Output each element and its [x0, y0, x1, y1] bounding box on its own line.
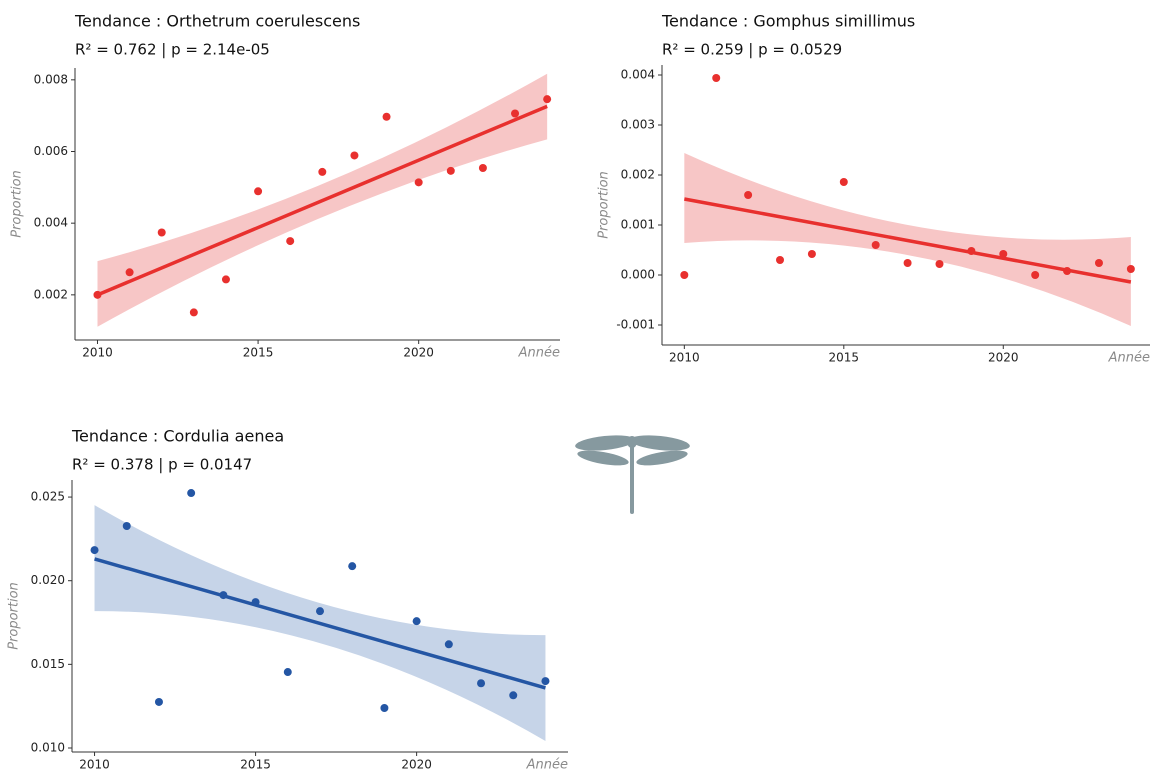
point — [221, 275, 230, 284]
point — [187, 489, 196, 498]
x-tick-label: 2015 — [829, 351, 860, 365]
point — [122, 522, 131, 531]
x-tick-label: 2020 — [988, 351, 1019, 365]
point — [93, 290, 102, 299]
point — [1126, 265, 1135, 273]
x-tick-label: 2015 — [240, 758, 271, 772]
trend-line — [94, 557, 546, 690]
point — [157, 228, 166, 237]
x-tick-label: 2010 — [79, 758, 110, 772]
x-tick-label: 2010 — [669, 351, 700, 365]
point — [541, 677, 550, 686]
chart-subtitle: R² = 0.762 | p = 2.14e-05 — [75, 41, 270, 59]
point — [776, 256, 785, 264]
point — [871, 241, 880, 249]
point — [1031, 271, 1040, 279]
point — [382, 112, 391, 121]
x-tick-label: 2020 — [401, 758, 432, 772]
point — [807, 250, 816, 258]
y-tick-label: -0.001 — [616, 318, 655, 332]
point — [283, 668, 292, 677]
x-axis-label: Année — [1108, 351, 1150, 366]
chart-title: Tendance : Cordulia aenea — [71, 427, 284, 446]
y-axis-label: Proportion — [597, 171, 612, 239]
x-tick-label: 2010 — [82, 346, 113, 360]
point — [318, 167, 327, 176]
y-tick-label: 0.025 — [31, 490, 65, 504]
x-tick-label: 2015 — [243, 346, 274, 360]
point — [154, 697, 163, 706]
point — [380, 704, 389, 713]
point — [316, 607, 324, 616]
point — [251, 598, 260, 607]
chart-title: Tendance : Orthetrum coerulescens — [74, 12, 360, 31]
point — [446, 166, 455, 175]
y-tick-label: 0.010 — [31, 740, 65, 754]
point — [414, 178, 423, 187]
point — [680, 271, 689, 279]
point — [999, 250, 1008, 258]
point — [712, 74, 721, 82]
point — [839, 178, 848, 186]
chart-subtitle: R² = 0.259 | p = 0.0529 — [662, 41, 842, 59]
point — [189, 308, 198, 317]
point — [1094, 259, 1103, 267]
point — [511, 109, 520, 118]
chart-subtitle: R² = 0.378 | p = 0.0147 — [72, 456, 252, 474]
y-axis-label: Proportion — [7, 582, 22, 650]
point — [543, 95, 552, 104]
point — [412, 617, 421, 626]
point — [219, 591, 228, 600]
y-tick-label: 0.002 — [621, 168, 655, 182]
point — [444, 640, 453, 649]
y-tick-label: 0.015 — [31, 657, 65, 671]
point — [348, 562, 357, 571]
y-tick-label: 0.003 — [621, 118, 655, 132]
y-tick-label: 0.004 — [621, 68, 655, 82]
trend-line — [684, 197, 1132, 284]
point — [350, 151, 359, 160]
point — [509, 691, 518, 700]
point — [903, 259, 912, 267]
point — [286, 237, 295, 246]
point — [477, 679, 486, 688]
point — [90, 546, 99, 555]
chart-title: Tendance : Gomphus simillimus — [661, 12, 915, 31]
y-tick-label: 0.001 — [621, 218, 655, 232]
y-tick-label: 0.006 — [34, 144, 68, 158]
y-tick-label: 0.020 — [31, 573, 65, 587]
point — [254, 187, 263, 196]
point — [1063, 267, 1072, 275]
x-axis-label: Année — [526, 758, 568, 773]
y-tick-label: 0.004 — [34, 216, 68, 230]
point — [967, 247, 976, 255]
point — [125, 268, 134, 277]
y-tick-label: 0.002 — [34, 287, 68, 301]
point — [744, 191, 753, 199]
point — [935, 260, 944, 268]
x-tick-label: 2020 — [403, 346, 434, 360]
point — [478, 163, 487, 172]
y-tick-label: 0.000 — [621, 268, 655, 282]
trend-line — [96, 104, 548, 297]
x-axis-label: Année — [518, 346, 560, 361]
dragonfly-icon — [575, 435, 690, 514]
y-axis-label: Proportion — [10, 170, 25, 238]
y-tick-label: 0.008 — [34, 72, 68, 86]
